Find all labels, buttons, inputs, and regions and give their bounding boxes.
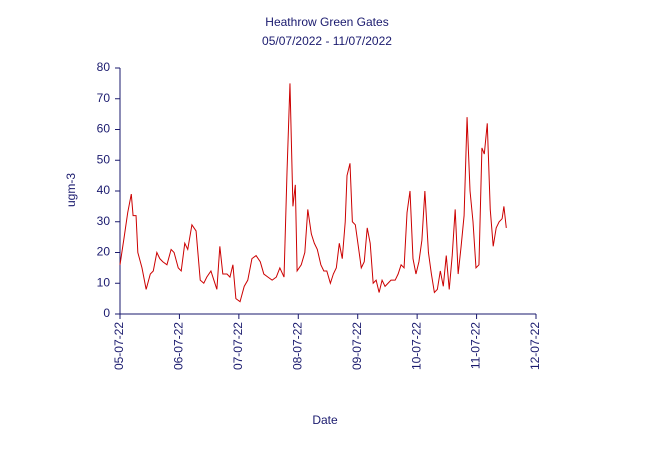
- y-tick-label: 30: [97, 214, 111, 228]
- x-axis-label: Date: [312, 413, 338, 427]
- x-tick-label: 07-07-22: [231, 322, 245, 370]
- y-tick-label: 50: [97, 152, 111, 166]
- y-tick-label: 70: [97, 91, 111, 105]
- chart-title: Heathrow Green Gates: [265, 15, 388, 29]
- x-tick-label: 11-07-22: [469, 322, 483, 369]
- y-tick-label: 20: [97, 245, 111, 259]
- x-tick-label: 12-07-22: [528, 322, 542, 370]
- x-tick-label: 05-07-22: [112, 322, 126, 370]
- y-axis-label: ugm-3: [64, 173, 78, 207]
- chart-subtitle: 05/07/2022 - 11/07/2022: [262, 34, 392, 48]
- x-tick-label: 08-07-22: [290, 322, 304, 370]
- x-tick-label: 09-07-22: [350, 322, 364, 370]
- data-line: [119, 83, 507, 303]
- y-tick-label: 10: [97, 275, 111, 289]
- y-tick-label: 80: [97, 60, 111, 74]
- y-tick-label: 40: [97, 183, 111, 197]
- x-tick-label: 06-07-22: [172, 322, 186, 370]
- y-tick-label: 60: [97, 122, 111, 136]
- y-tick-label: 0: [103, 306, 110, 320]
- x-tick-label: 10-07-22: [409, 322, 423, 370]
